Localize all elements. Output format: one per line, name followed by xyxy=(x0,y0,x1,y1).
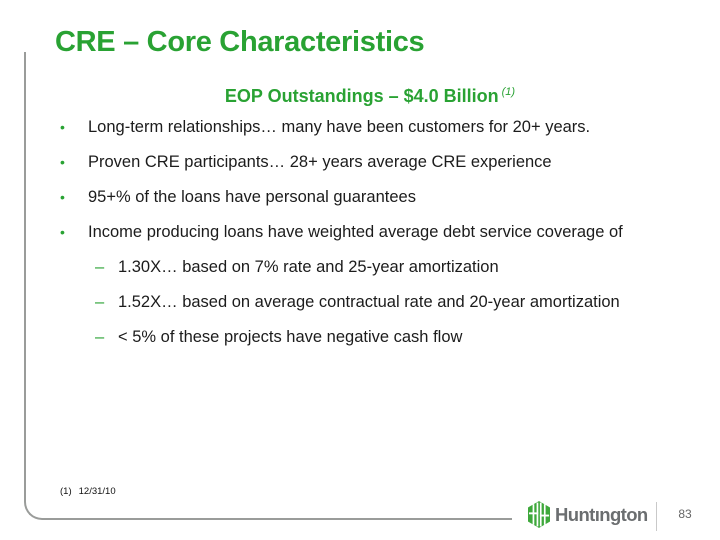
bullet-dot-icon: • xyxy=(60,119,65,135)
footnote-ref: (1) xyxy=(60,486,72,497)
sub-bullet-item: – 1.30X… based on 7% rate and 25-year am… xyxy=(60,258,716,277)
subtitle-text: EOP Outstandings – $4.0 Billion xyxy=(224,86,499,106)
sub-bullet-text: 1.52X… based on average contractual rate… xyxy=(118,293,620,311)
huntington-wordmark: Huntıngton xyxy=(555,503,648,525)
bullet-list: • Long-term relationships… many have bee… xyxy=(60,118,716,363)
dash-marker-icon: – xyxy=(95,293,105,311)
footnote: (1) 12/31/10 xyxy=(60,486,116,497)
dash-marker-icon: – xyxy=(95,328,105,346)
slide-title: CRE – Core Characteristics xyxy=(55,26,425,58)
sub-bullet-item: – < 5% of these projects have negative c… xyxy=(60,328,716,347)
bullet-item: • 95+% of the loans have personal guaran… xyxy=(60,188,716,207)
bullet-item: • Proven CRE participants… 28+ years ave… xyxy=(60,153,716,172)
bullet-item: • Long-term relationships… many have bee… xyxy=(60,118,716,137)
footnote-text: 12/31/10 xyxy=(78,486,116,497)
footer-divider xyxy=(656,502,657,531)
huntington-honeycomb-icon xyxy=(528,501,550,528)
huntington-logo: Huntıngton xyxy=(527,501,648,528)
bullet-dot-icon: • xyxy=(60,154,65,170)
sub-bullet-text: < 5% of these projects have negative cas… xyxy=(118,328,463,346)
sub-bullet-item: – 1.52X… based on average contractual ra… xyxy=(60,293,716,312)
sub-bullet-text: 1.30X… based on 7% rate and 25-year amor… xyxy=(118,258,499,276)
slide-subtitle: EOP Outstandings – $4.0 Billion (1) xyxy=(40,86,700,107)
bullet-dot-icon: • xyxy=(60,189,65,205)
bullet-item: • Income producing loans have weighted a… xyxy=(60,223,716,242)
bullet-text: Proven CRE participants… 28+ years avera… xyxy=(88,153,552,171)
dash-marker-icon: – xyxy=(95,258,105,276)
page-number: 83 xyxy=(678,507,692,521)
bullet-dot-icon: • xyxy=(60,224,65,240)
bullet-text: 95+% of the loans have personal guarante… xyxy=(88,188,416,206)
bullet-text: Long-term relationships… many have been … xyxy=(88,118,591,136)
subtitle-footnote-ref: (1) xyxy=(501,86,516,98)
content-frame-border xyxy=(24,52,512,520)
bullet-text: Income producing loans have weighted ave… xyxy=(88,223,623,241)
